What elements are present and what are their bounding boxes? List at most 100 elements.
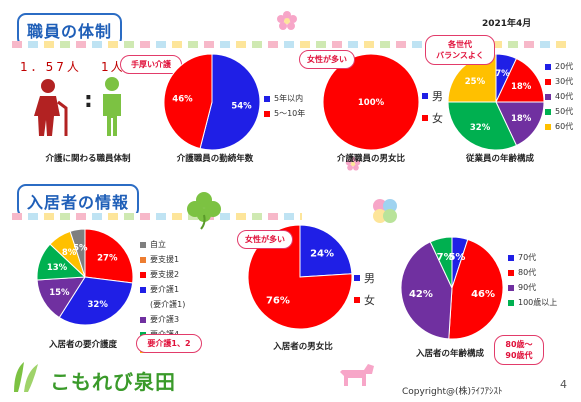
legend-swatch xyxy=(545,63,551,70)
pie-data-label: 46% xyxy=(471,289,495,300)
clover-icon xyxy=(187,192,221,230)
legend-item: 要介護3 xyxy=(140,314,240,325)
legend-swatch xyxy=(140,302,146,308)
resident-age-legend: 70代 80代 90代 100歳以上 xyxy=(508,252,557,312)
legend-label: 20代 xyxy=(555,62,574,71)
legend-swatch xyxy=(508,299,514,306)
legend-item: 要支援2 xyxy=(140,269,240,280)
legend-label: 男 xyxy=(364,272,375,285)
pie-slice xyxy=(495,101,545,147)
legend-item: 70代 xyxy=(508,252,557,263)
pinwheel-icon xyxy=(373,199,397,223)
leaf-logo-icon xyxy=(14,362,38,392)
ratio-colon: : xyxy=(84,88,93,113)
care-level-pie-chart: 27% 32% 15% 13% 8%5% xyxy=(36,228,134,326)
legend-swatch xyxy=(545,123,551,130)
staff-age-bubble: 各世代 バランスよく xyxy=(425,35,495,65)
legend-label: 自立 xyxy=(150,240,166,249)
legend-label: 要支援1 xyxy=(150,255,180,264)
tenure-legend: 5年以内 5～10年 xyxy=(264,93,305,123)
legend-item: 女 xyxy=(422,110,443,126)
page-number: 4 xyxy=(560,378,567,391)
legend-swatch xyxy=(264,110,270,117)
pie-data-label: 5% xyxy=(73,244,88,254)
pie-data-label: 8% xyxy=(62,248,77,258)
legend-item: 男 xyxy=(422,88,443,104)
pie-data-label: 7% xyxy=(437,252,454,263)
legend-item: (要介護1) xyxy=(140,299,240,310)
legend-swatch xyxy=(354,297,360,303)
pie-data-label: 27% xyxy=(97,253,118,263)
staff-age-pie-chart: 7%18%18%32%25% xyxy=(447,53,545,151)
resident-gender-bubble: 女性が多い xyxy=(237,230,293,249)
staff-gender-bubble: 女性が多い xyxy=(299,50,355,69)
resident-age-bubble: 80歳～ 90歳代 xyxy=(494,335,544,365)
legend-label: 80代 xyxy=(518,268,537,277)
pie-slice xyxy=(322,53,420,151)
resident-age-pie-chart: 5% 46% 42% 7% xyxy=(400,236,504,340)
legend-item: 30代 xyxy=(545,76,573,87)
legend-label: 要介護3 xyxy=(150,315,180,324)
legend-swatch xyxy=(508,284,514,291)
legend-item: 100歳以上 xyxy=(508,297,557,308)
bubble-line: 80歳～ xyxy=(505,340,533,349)
legend-item: 自立 xyxy=(140,239,240,250)
legend-item: 女 xyxy=(354,292,375,308)
pie-slice xyxy=(84,228,134,284)
legend-label: 100歳以上 xyxy=(518,298,558,307)
legend-swatch xyxy=(508,254,514,261)
staff-ratio-value-left: 1．57人 xyxy=(20,60,82,74)
caregiver-elder-icon xyxy=(34,79,68,136)
dog-icon xyxy=(340,364,374,386)
legend-label: 5年以内 xyxy=(274,94,304,103)
legend-swatch xyxy=(140,241,146,248)
staff-gender-legend: 男女 xyxy=(422,88,443,132)
legend-label: (要介護1) xyxy=(150,300,186,309)
legend-label: 女 xyxy=(364,294,375,307)
legend-label: 30代 xyxy=(555,77,574,86)
legend-swatch xyxy=(264,95,270,102)
pie-data-label: 25% xyxy=(465,77,486,87)
residents-section-stripe xyxy=(12,213,302,220)
copyright-text: Copyright@(株)ﾗｲﾌｱｼｽﾄ xyxy=(402,387,503,397)
bubble-line: 各世代 xyxy=(448,40,472,49)
pie-slice xyxy=(447,101,518,151)
staff-ratio-value-right: 1人 xyxy=(101,60,125,74)
pie-data-label: 18% xyxy=(511,114,532,124)
tenure-pie-chart: 54% 46% xyxy=(163,53,261,151)
legend-item: 40代 xyxy=(545,91,573,102)
legend-swatch xyxy=(545,78,551,85)
bubble-line: バランスよく xyxy=(436,51,484,60)
legend-item: 5～10年 xyxy=(264,108,305,119)
legend-swatch xyxy=(545,93,551,100)
pie-slice xyxy=(429,236,453,289)
legend-item: 5年以内 xyxy=(264,93,305,104)
legend-item: 60代 xyxy=(545,121,573,132)
legend-label: 70代 xyxy=(518,253,537,262)
flower-icon xyxy=(345,156,361,171)
resident-gender-pie-chart: 24% 76% xyxy=(247,224,353,330)
legend-label: 60代 xyxy=(555,122,574,131)
legend-swatch xyxy=(422,115,428,121)
pie-slice xyxy=(299,224,353,278)
legend-label: 男 xyxy=(432,90,443,103)
pie-data-label: 76% xyxy=(266,296,290,307)
report-date: 2021年4月 xyxy=(482,19,532,29)
staff-gender-pie-chart: 100% xyxy=(322,53,420,151)
pie-data-label: 15% xyxy=(49,288,70,298)
legend-item: 50代 xyxy=(545,106,573,117)
legend-item: 要支援1 xyxy=(140,254,240,265)
legend-item: 男 xyxy=(354,270,375,286)
legend-item: 要介護1 xyxy=(140,284,240,295)
legend-label: 要支援2 xyxy=(150,270,180,279)
legend-label: 5～10年 xyxy=(274,109,306,118)
legend-label: 女 xyxy=(432,112,443,125)
legend-label: 50代 xyxy=(555,107,574,116)
pie-data-label: 32% xyxy=(87,300,108,310)
legend-swatch xyxy=(140,271,146,278)
pie-data-label: 54% xyxy=(231,102,252,112)
pie-data-label: 100% xyxy=(358,98,385,108)
legend-swatch xyxy=(508,269,514,276)
legend-swatch xyxy=(140,256,146,263)
pie-data-label: 13% xyxy=(47,263,68,273)
